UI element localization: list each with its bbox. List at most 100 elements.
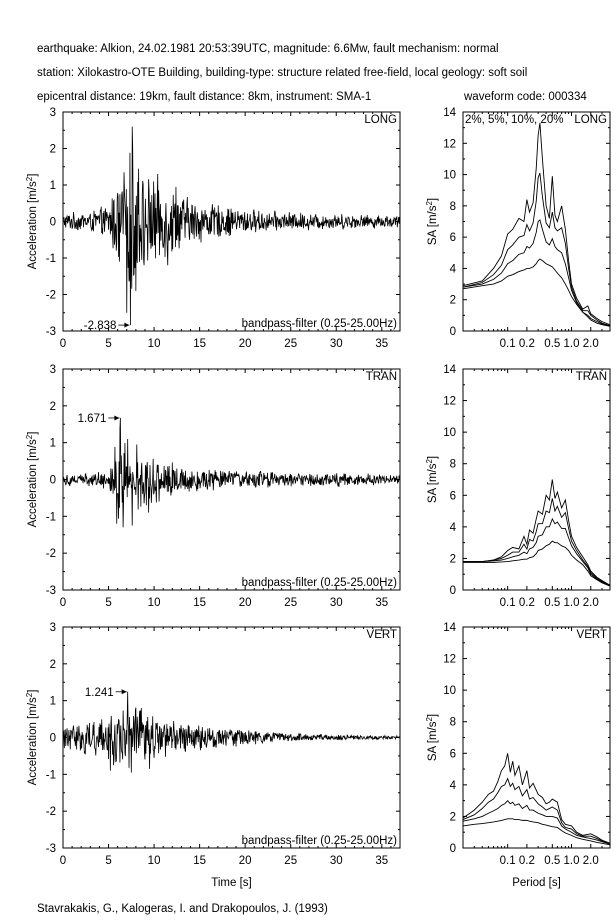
y-tick-label: 10 (443, 427, 456, 439)
x-tick-label: 20 (239, 855, 252, 867)
y-tick-label: 2 (450, 811, 456, 823)
time-history-panel-tran: 0 5 10 15 20 25 30 35 -3 -2 -1 0 1 2 3 TRAN bandpass-fil… (25, 364, 401, 609)
acceleration-trace (62, 417, 400, 528)
x-tick-label: 2.0 (583, 597, 599, 609)
x-tick-label: 15 (193, 597, 206, 609)
y-axis-label-text: Acceleration [m/s2] (25, 432, 40, 528)
y-tick-label: 2 (450, 295, 456, 307)
y-tick-label: 6 (450, 490, 456, 502)
x-tick-label: 25 (284, 855, 297, 867)
x-tick-label: 25 (284, 338, 297, 350)
x-tick-label: 5 (105, 597, 111, 609)
x-tick-label: 0.1 (500, 855, 516, 867)
acceleration-trace (62, 691, 400, 773)
response-spectrum-panel-long: 0.1 0.2 0.5 1.0 2.0 0 2 4 6 8 10 12 14 LONG 2%, 5%, 10… (425, 107, 611, 350)
footer-citation: Stavrakakis, G., Kalogeras, I. and Drako… (37, 903, 328, 915)
component-label: VERT (577, 629, 607, 641)
x-tick-label: 10 (148, 855, 161, 867)
y-tick-label: -1 (46, 511, 56, 523)
x-tick-label: 0.5 (544, 597, 560, 609)
y-tick-label: 8 (450, 459, 456, 471)
x-tick-label: 5 (105, 338, 111, 350)
response-spectrum-panel-vert: 0.1 0.2 0.5 1.0 2.0 0 2 4 6 8 10 12 14 VERT SA [m/s2] P… (425, 622, 611, 889)
x-tick-label: 1.0 (564, 855, 580, 867)
y-tick-label: 12 (443, 396, 456, 408)
y-tick-label: 14 (443, 107, 456, 119)
x-tick-label: 0.1 (500, 597, 516, 609)
peak-value-label: -2.838 (84, 320, 117, 332)
peak-arrowhead (114, 415, 120, 421)
waveform-code: waveform code: 000334 (464, 91, 587, 103)
y-tick-label: -1 (46, 253, 56, 265)
y-axis-label-text: SA [m/s2] (425, 714, 440, 761)
x-tick-label: 20 (239, 597, 252, 609)
x-tick-label: 2.0 (583, 855, 599, 867)
y-tick-label: 0 (50, 733, 56, 745)
y-axis-label: SA [m/s2] (425, 198, 440, 245)
x-tick-label: 2.0 (583, 338, 599, 350)
plot-frame (462, 111, 611, 332)
x-tick-label: 15 (193, 338, 206, 350)
y-tick-label: -3 (46, 585, 56, 597)
y-tick-label: 10 (443, 170, 456, 182)
x-tick-label: 10 (148, 338, 161, 350)
component-label: LONG (364, 114, 397, 126)
y-axis-label-text: Acceleration [m/s2] (25, 174, 40, 270)
peak-value-label: 1.241 (85, 687, 114, 699)
damping-label: 2%, 5%, 10%, 20% (465, 114, 563, 126)
y-axis-label: SA [m/s2] (425, 456, 440, 503)
header-earthquake-info: earthquake: Alkion, 24.02.1981 20:53:39U… (37, 43, 499, 55)
y-tick-label: 0 (450, 843, 456, 855)
y-tick-label: 1 (50, 696, 56, 708)
peak-value-label: 1.671 (78, 413, 107, 425)
spectrum-curve-10pct (463, 517, 611, 586)
y-tick-label: 0 (450, 326, 456, 338)
y-tick-label: 12 (443, 654, 456, 666)
spectrum-curve-5pct (462, 172, 611, 326)
y-tick-label: -1 (46, 769, 56, 781)
y-tick-label: 3 (50, 364, 56, 376)
y-axis-label-text: Acceleration [m/s2] (25, 690, 40, 786)
header-distance-info: epicentral distance: 19km, fault distanc… (37, 91, 372, 103)
x-tick-label: 0 (60, 855, 66, 867)
y-tick-label: 14 (443, 622, 456, 634)
x-tick-label: 35 (375, 855, 388, 867)
y-tick-label: 4 (450, 522, 457, 534)
y-axis-label: SA [m/s2] (425, 714, 440, 761)
y-tick-label: 8 (450, 201, 456, 213)
spectrum-curve-2pct (462, 122, 611, 326)
y-tick-label: 4 (450, 780, 457, 792)
y-tick-label: 2 (50, 401, 56, 413)
x-tick-label: 0.2 (519, 338, 535, 350)
x-tick-label: 0.2 (519, 597, 535, 609)
x-tick-label: 0.1 (500, 338, 516, 350)
x-tick-label: 30 (330, 338, 343, 350)
y-tick-label: 6 (450, 748, 456, 760)
y-axis-label-text: SA [m/s2] (425, 198, 440, 245)
spectrum-curve-2pct (462, 753, 611, 844)
x-tick-label: 15 (193, 855, 206, 867)
y-tick-label: -3 (46, 843, 56, 855)
spectrum-curve-20pct (462, 258, 611, 327)
x-tick-label: 0.5 (544, 855, 560, 867)
y-tick-label: 3 (50, 622, 56, 634)
header-station-info: station: Xilokastro-OTE Building, buildi… (37, 67, 528, 79)
y-tick-label: -2 (46, 548, 56, 560)
x-tick-label: 0.2 (519, 855, 535, 867)
x-tick-label: 10 (148, 597, 161, 609)
y-tick-label: 2 (450, 553, 456, 565)
y-axis-label: Acceleration [m/s2] (25, 174, 40, 270)
y-tick-label: 4 (450, 263, 457, 275)
y-tick-label: -3 (46, 326, 56, 338)
y-tick-label: 0 (450, 585, 456, 597)
filter-label: bandpass-filter (0.25-25.00Hz) (242, 577, 397, 589)
y-tick-label: 0 (50, 217, 56, 229)
y-tick-label: -2 (46, 290, 56, 302)
x-tick-label: 25 (284, 597, 297, 609)
x-tick-label: 0 (60, 597, 66, 609)
y-tick-label: 10 (443, 685, 456, 697)
y-tick-label: 14 (443, 364, 456, 376)
x-tick-label: 30 (330, 855, 343, 867)
x-tick-label: 35 (375, 597, 388, 609)
